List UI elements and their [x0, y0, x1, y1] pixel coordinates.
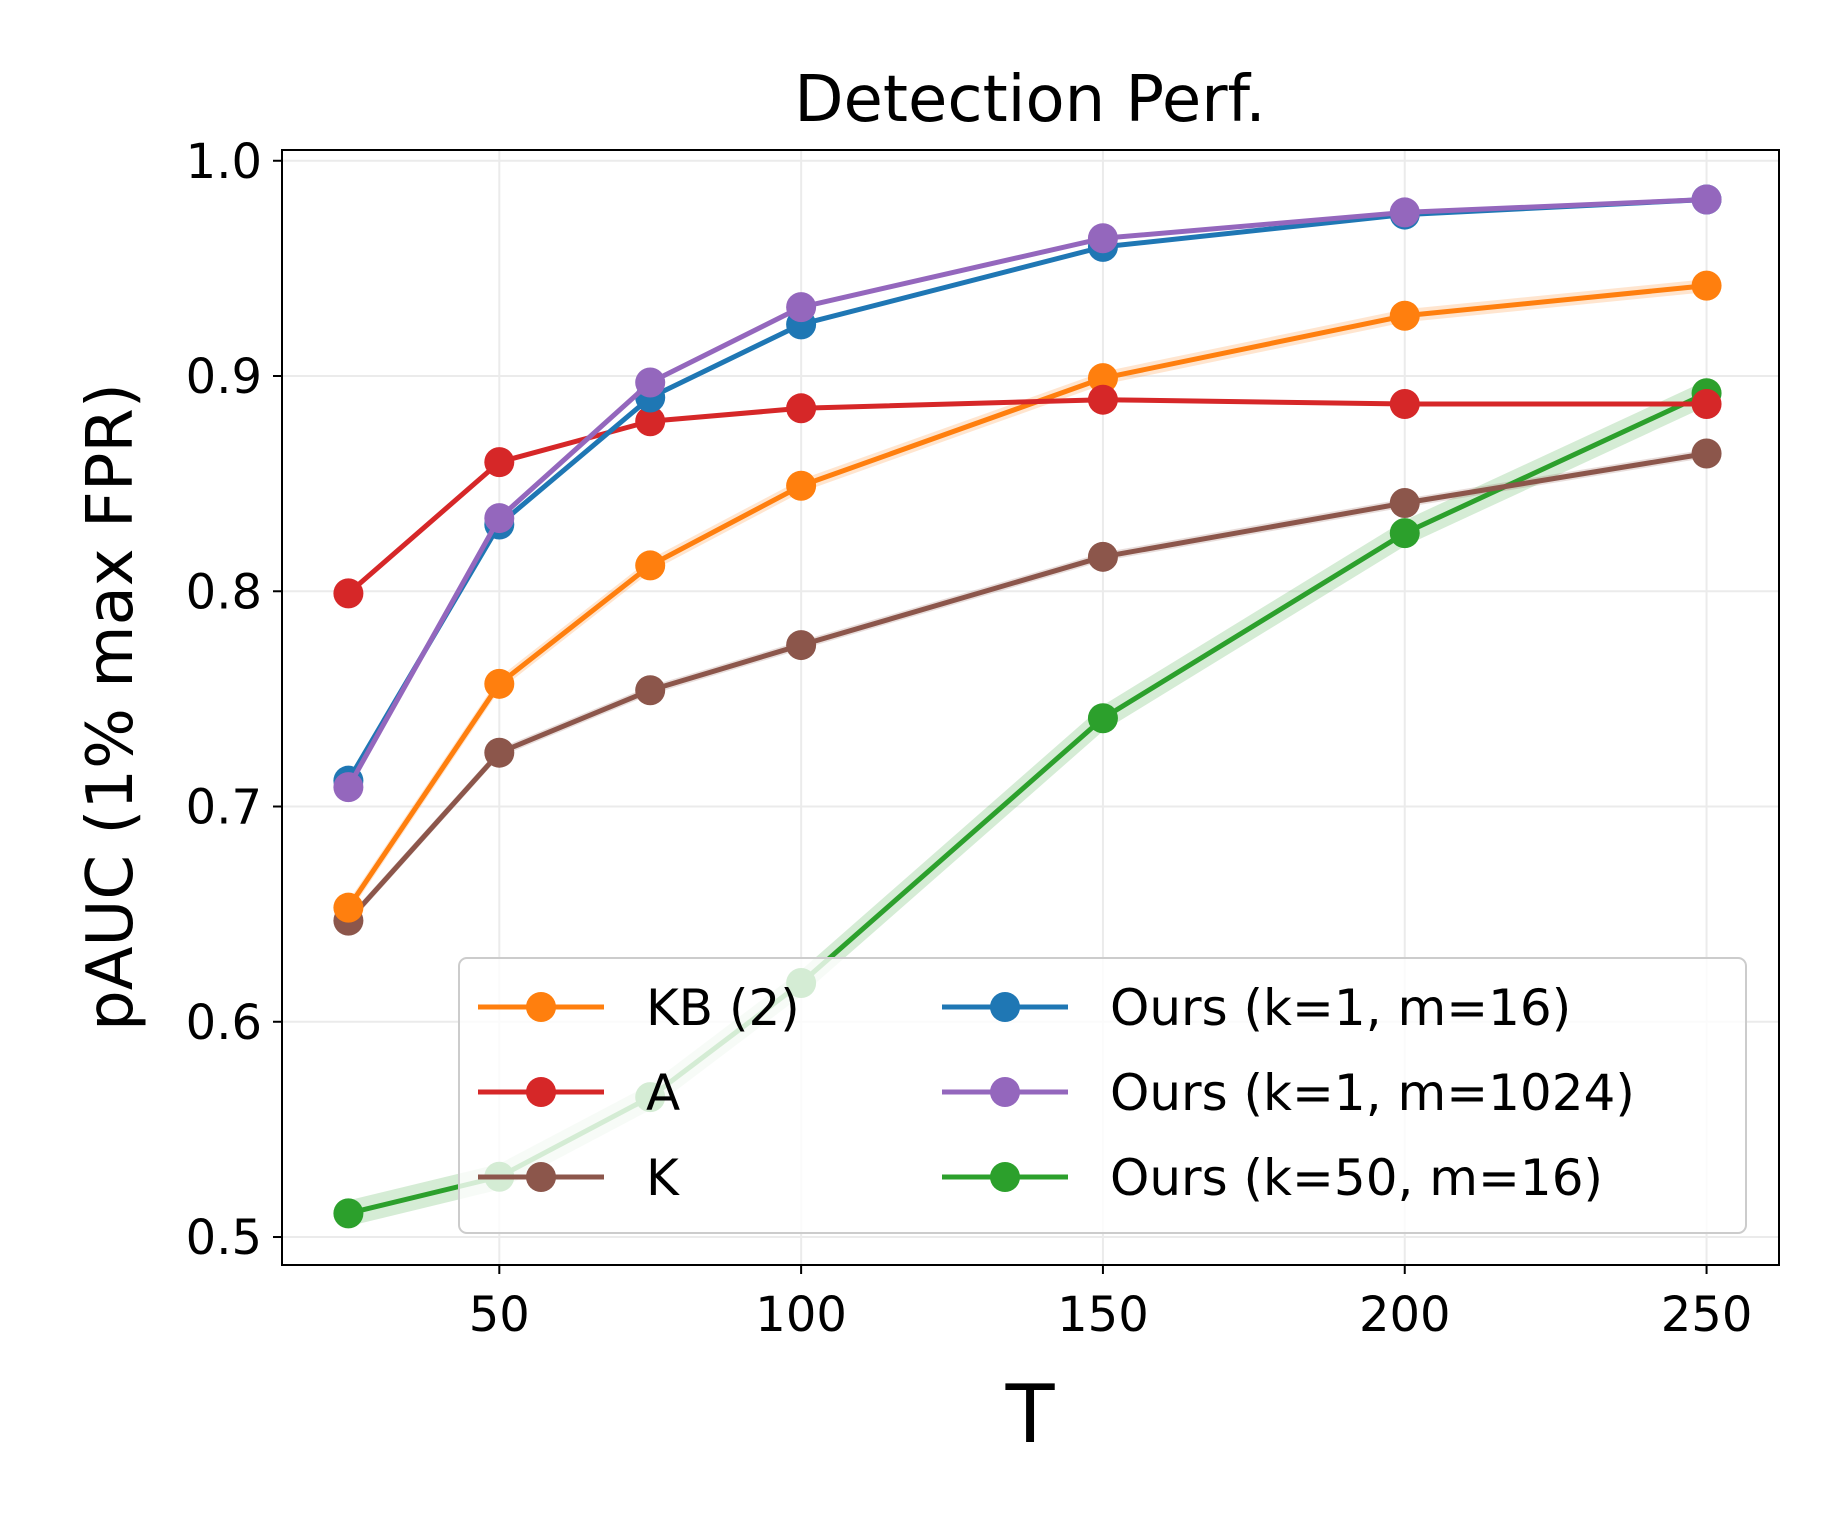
point-kb-2 [786, 470, 817, 501]
data-series [333, 184, 1722, 1229]
series-a [333, 384, 1722, 609]
x-tick-label: 50 [469, 1287, 530, 1343]
legend-entry-ours-k-1-m-16: Ours (k=1, m=16) [942, 979, 1571, 1037]
point-kb-2 [635, 550, 666, 581]
point-ours-k-50-m-16 [1087, 703, 1118, 734]
point-a [635, 406, 666, 437]
legend-label-ours-k-1-m-16: Ours (k=1, m=16) [1110, 979, 1571, 1037]
point-k [1691, 438, 1722, 469]
point-kb-2 [1389, 300, 1420, 331]
legend-label-ours-k-50-m-16: Ours (k=50, m=16) [1110, 1149, 1603, 1207]
legend-marker-ours-k-50-m-16 [990, 1162, 1020, 1192]
legend-entries: KB (2) AK Ours (k=1, m=16) Ours (k=1, m=102… [478, 979, 1635, 1207]
legend-label-k: K [646, 1149, 680, 1207]
legend-entry-k: K [478, 1149, 680, 1207]
legend-entry-kb-2: KB (2) [478, 979, 800, 1037]
point-k [1389, 488, 1420, 519]
legend-label-a: A [646, 1064, 680, 1122]
point-kb-2 [1087, 363, 1118, 394]
point-ours-k-1-m-1024 [786, 292, 817, 323]
point-ours-k-50-m-16 [1389, 518, 1420, 549]
series-kb-2 [333, 270, 1722, 923]
legend: KB (2) AK Ours (k=1, m=16) Ours (k=1, m=102… [458, 957, 1747, 1234]
series-ours-k-1-m-1024 [333, 184, 1722, 803]
point-a [1389, 388, 1420, 419]
legend-label-kb-2: KB (2) [646, 979, 800, 1037]
y-tick-label: 0.7 [186, 780, 262, 836]
legend-marker-ours-k-1-m-16 [990, 992, 1020, 1022]
x-tick-label: 100 [755, 1287, 847, 1343]
point-a [484, 447, 515, 478]
legend-marker-ours-k-1-m-1024 [990, 1077, 1020, 1107]
point-k [1087, 541, 1118, 572]
point-ours-k-1-m-1024 [635, 367, 666, 398]
point-ours-k-1-m-1024 [484, 503, 515, 534]
x-axis-label: T [1005, 1368, 1056, 1461]
point-ours-k-1-m-1024 [1087, 223, 1118, 254]
y-tick-label: 0.6 [186, 995, 262, 1051]
legend-label-ours-k-1-m-1024: Ours (k=1, m=1024) [1110, 1064, 1635, 1122]
chart-title: Detection Perf. [794, 63, 1265, 137]
y-axis-label: pAUC (1% max FPR) [74, 383, 148, 1031]
point-k [786, 630, 817, 661]
y-tick-label: 0.8 [186, 564, 262, 620]
x-tick-label: 150 [1057, 1287, 1149, 1343]
point-kb-2 [333, 892, 364, 923]
x-tick-label: 250 [1661, 1287, 1753, 1343]
x-tick-label: 200 [1359, 1287, 1451, 1343]
point-kb-2 [1691, 270, 1722, 301]
point-ours-k-1-m-1024 [1691, 184, 1722, 215]
legend-entry-a: A [478, 1064, 680, 1122]
point-a [1087, 384, 1118, 415]
band-ours-k-50-m-16 [348, 380, 1707, 1227]
plot-frame [281, 149, 1780, 1266]
point-ours-k-1-m-1024 [1389, 197, 1420, 228]
point-a [333, 578, 364, 609]
point-k [484, 737, 515, 768]
point-a [1691, 388, 1722, 419]
legend-entry-ours-k-50-m-16: Ours (k=50, m=16) [942, 1149, 1603, 1207]
legend-marker-a [526, 1077, 556, 1107]
point-ours-k-50-m-16 [333, 1198, 364, 1229]
point-kb-2 [484, 668, 515, 699]
point-ours-k-1-m-1024 [333, 772, 364, 803]
y-tick-label: 1.0 [186, 134, 262, 190]
point-k [635, 675, 666, 706]
legend-marker-k [526, 1162, 556, 1192]
y-tick-label: 0.9 [186, 349, 262, 405]
legend-entry-ours-k-1-m-1024: Ours (k=1, m=1024) [942, 1064, 1635, 1122]
legend-frame [458, 957, 1747, 1234]
axis-ticks: 50 100 150 200 250 0.5 0.6 0.7 0.8 0.9 1.0 [186, 134, 1753, 1343]
y-tick-label: 0.5 [186, 1210, 262, 1266]
point-a [786, 393, 817, 424]
legend-marker-kb-2 [526, 992, 556, 1022]
